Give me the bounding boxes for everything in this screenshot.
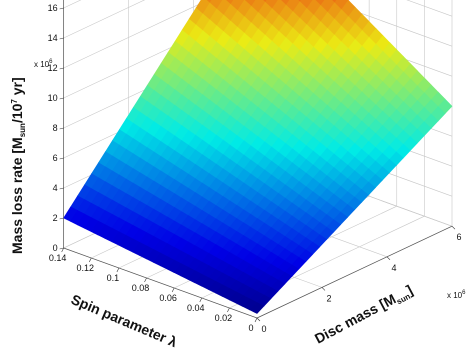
x-tick-mark xyxy=(145,278,147,282)
x-tick-mark xyxy=(117,268,119,272)
x-tick-label: 0.06 xyxy=(159,293,177,303)
x-tick-label: 0.12 xyxy=(77,263,95,273)
z-tick-label: 16 xyxy=(48,3,58,13)
z-tick-label: 14 xyxy=(48,33,58,43)
z-tick-mark xyxy=(60,38,64,39)
x-tick-mark xyxy=(200,298,202,302)
z-tick-mark xyxy=(60,98,64,99)
z-tick-label: 2 xyxy=(53,213,58,223)
x-tick-label: 0.14 xyxy=(49,253,67,263)
y-tick-label: 0 xyxy=(261,324,266,334)
z-tick-label: 10 xyxy=(48,93,58,103)
x-tick-label: 0 xyxy=(248,323,253,333)
z-tick-label: 4 xyxy=(53,183,58,193)
x-tick-mark xyxy=(227,308,229,312)
z-axis-label: Mass loss rate [Msun/107 yr] xyxy=(9,77,27,254)
x-tick-label: 0.1 xyxy=(107,273,120,283)
y-tick-mark xyxy=(257,318,260,321)
z-tick-mark xyxy=(60,68,64,69)
z-tick-label: 8 xyxy=(53,123,58,133)
x-tick-mark xyxy=(255,318,257,322)
y-tick-mark xyxy=(387,257,390,260)
x-tick-label: 0.02 xyxy=(215,313,233,323)
x-tick-label: 0.08 xyxy=(132,283,150,293)
y-axis-label: Disc mass [Msun] xyxy=(312,282,416,349)
x-tick-mark xyxy=(172,288,174,292)
x-tick-label: 0.04 xyxy=(187,303,205,313)
z-tick-mark xyxy=(60,188,64,189)
y-tick-mark xyxy=(322,287,325,290)
y-tick-label: 4 xyxy=(391,263,396,273)
z-tick-mark xyxy=(60,218,64,219)
z-tick-label: 6 xyxy=(53,153,58,163)
z-tick-mark xyxy=(60,128,64,129)
y-tick-label: 2 xyxy=(326,293,331,303)
z-tick-mark xyxy=(60,8,64,9)
z-tick-mark xyxy=(60,158,64,159)
y-tick-mark xyxy=(452,226,455,229)
y-tick-label: 6 xyxy=(456,232,461,242)
y-axis-exponent: x 106 xyxy=(447,290,466,300)
z-tick-label: 0 xyxy=(53,243,58,253)
x-tick-mark xyxy=(89,258,91,262)
